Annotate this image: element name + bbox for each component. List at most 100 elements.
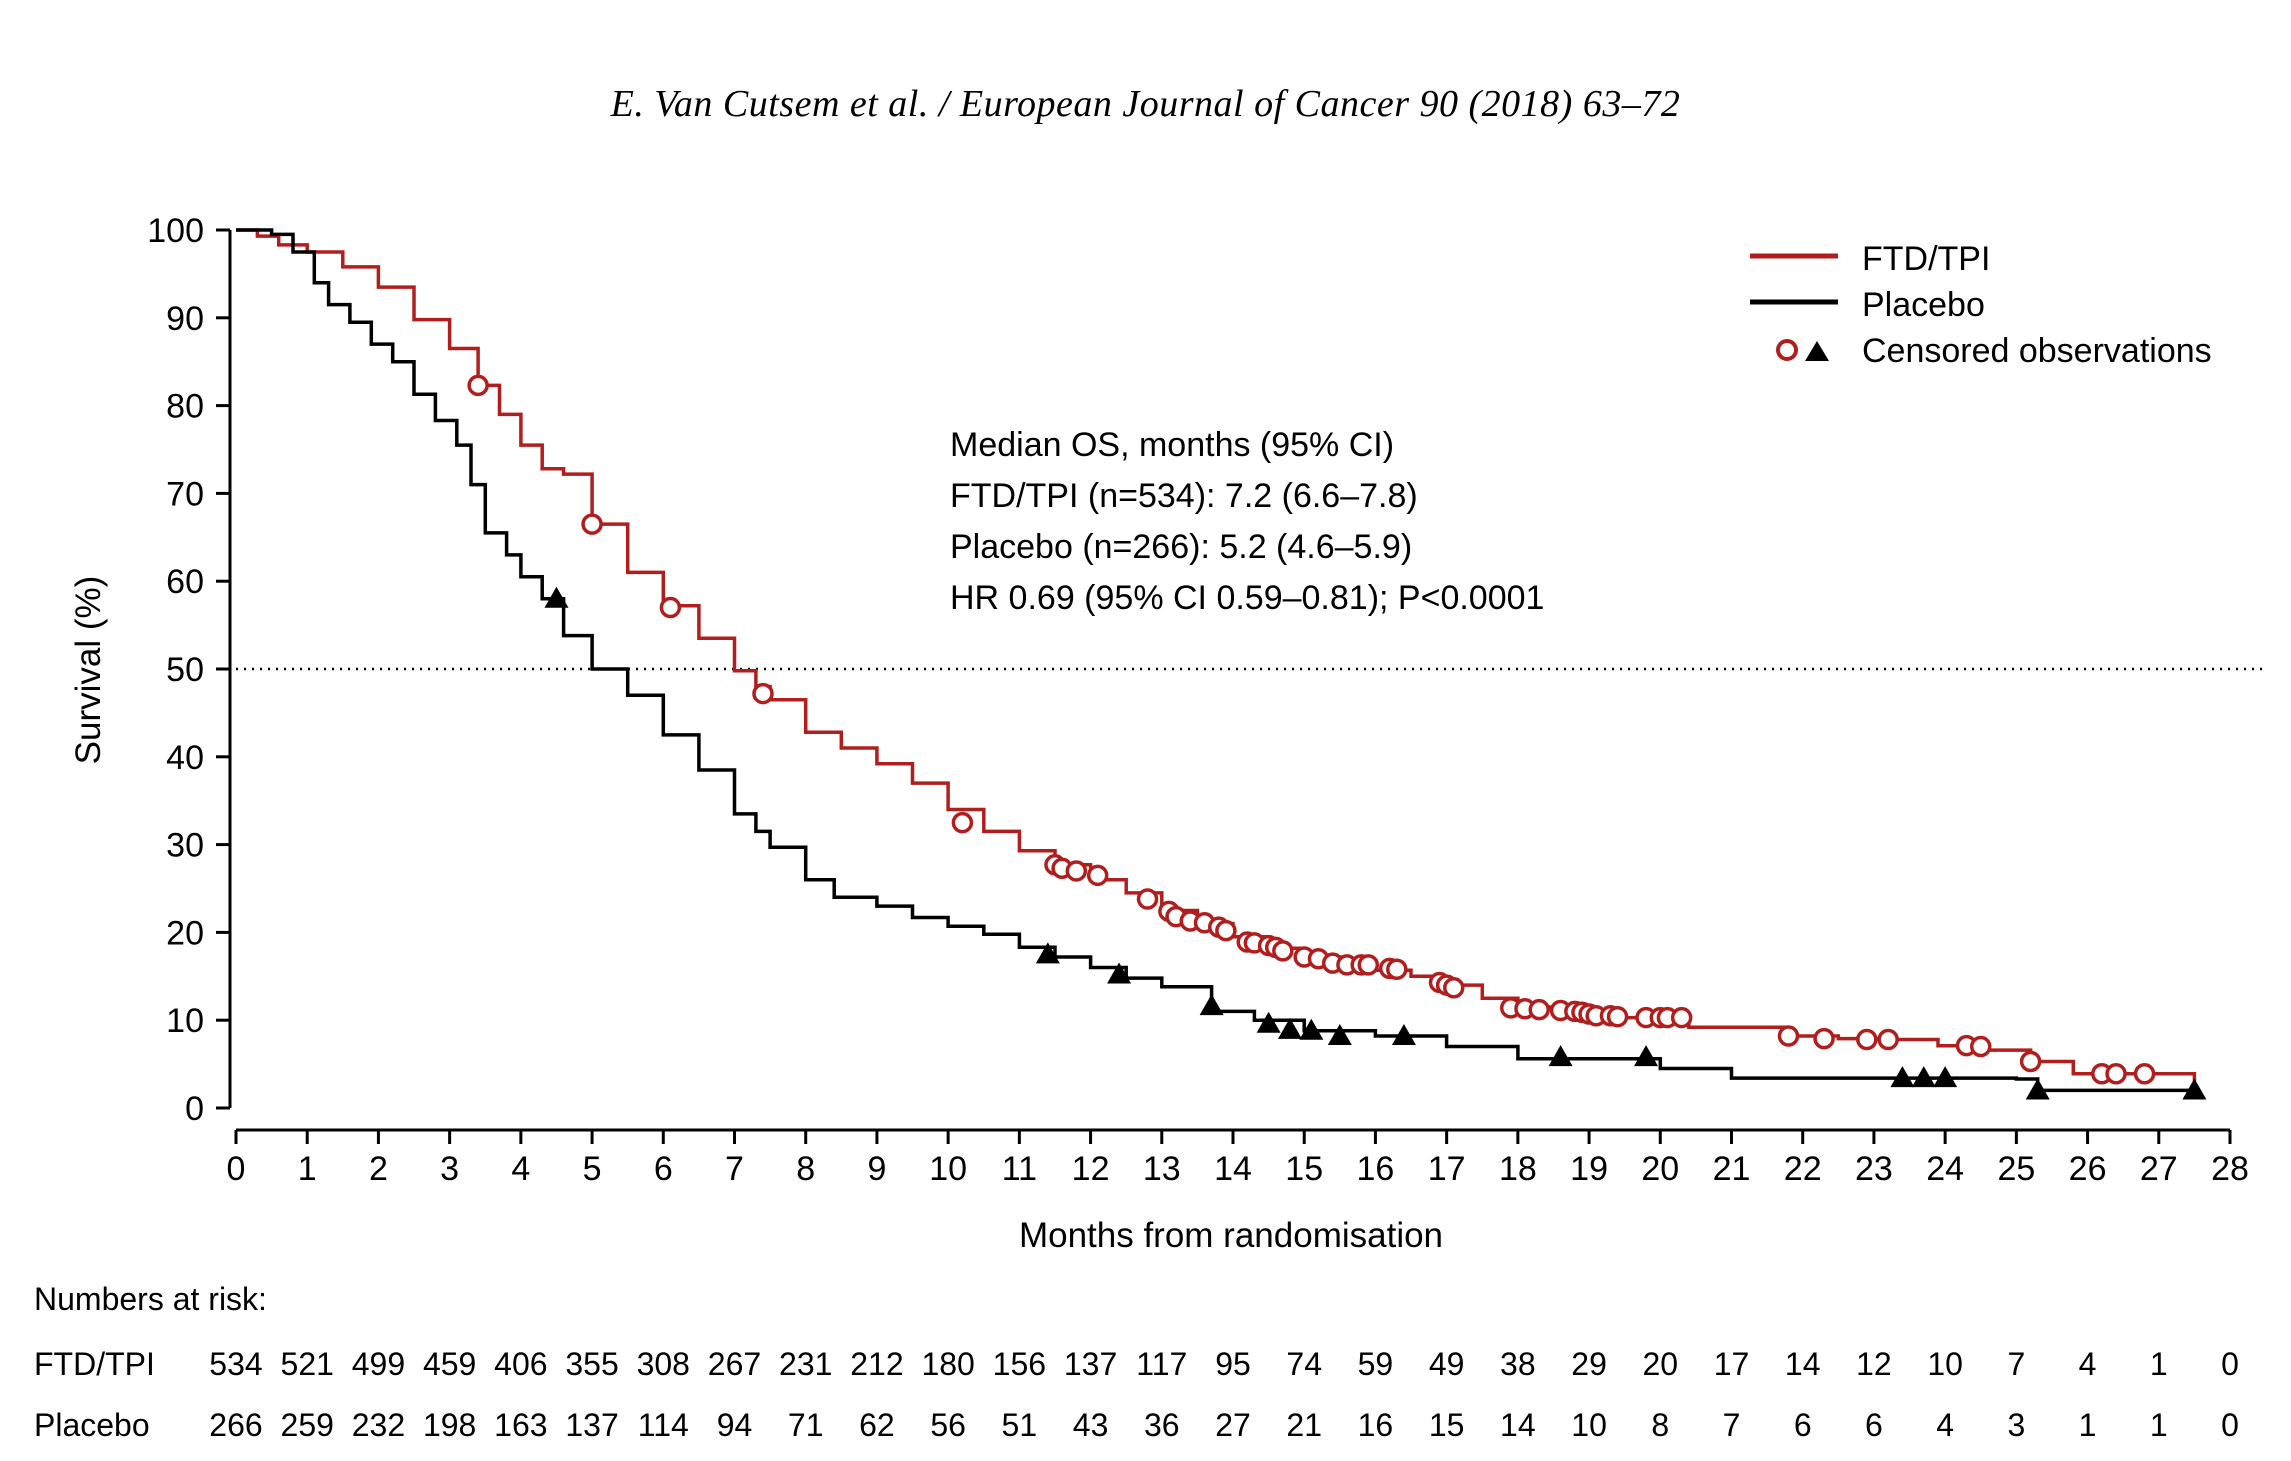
risk-value: 7: [2007, 1346, 2025, 1382]
censor-mark-placebo: [544, 586, 569, 608]
risk-value: 29: [1571, 1346, 1607, 1382]
risk-value: 12: [1856, 1346, 1892, 1382]
x-tick-label: 14: [1214, 1150, 1252, 1188]
censor-mark-placebo: [1634, 1045, 1659, 1067]
censor-mark-placebo: [2025, 1078, 2050, 1100]
x-tick-label: 21: [1713, 1150, 1751, 1188]
median-os-annotation: Median OS, months (95% CI) FTD/TPI (n=53…: [950, 426, 1544, 617]
y-axis-label: Survival (%): [69, 576, 108, 765]
censor-mark-ftd-tpi: [1856, 1028, 1878, 1051]
risk-value: 59: [1358, 1346, 1394, 1382]
risk-value: 499: [352, 1346, 405, 1382]
y-tick-label: 80: [166, 388, 204, 426]
x-tick-label: 6: [654, 1150, 673, 1188]
risk-value: 267: [708, 1346, 761, 1382]
censor-mark-ftd-tpi: [1970, 1035, 1992, 1058]
risk-value: 49: [1429, 1346, 1465, 1382]
y-tick-label: 50: [166, 651, 204, 689]
censor-mark-ftd-tpi: [951, 811, 974, 834]
risk-value: 308: [637, 1346, 690, 1382]
x-tick-label: 23: [1855, 1150, 1893, 1188]
risk-value: 27: [1215, 1407, 1251, 1443]
risk-value: 7: [1723, 1407, 1741, 1443]
x-tick-label: 13: [1143, 1150, 1181, 1188]
censor-mark-ftd-tpi: [1386, 958, 1408, 981]
survival-curve-placebo: [236, 228, 2195, 1093]
y-tick-label: 10: [166, 1002, 204, 1040]
censor-mark-placebo: [1107, 962, 1132, 984]
censor-mark-placebo: [1391, 1024, 1416, 1046]
annotation-line-4: HR 0.69 (95% CI 0.59–0.81); P<0.0001: [950, 579, 1544, 617]
x-tick-label: 22: [1784, 1150, 1822, 1188]
y-tick-label: 20: [166, 914, 204, 952]
x-tick-label: 18: [1499, 1150, 1537, 1188]
censor-mark-ftd-tpi: [1136, 888, 1159, 910]
risk-value: 94: [717, 1407, 753, 1443]
risk-value: 43: [1073, 1407, 1109, 1443]
legend-censor-triangle: [1805, 341, 1829, 361]
running-header: E. Van Cutsem et al. / European Journal …: [610, 83, 1681, 125]
risk-value: 1: [2079, 1407, 2097, 1443]
x-tick-label: 7: [725, 1150, 744, 1188]
x-tick-label: 12: [1072, 1150, 1110, 1188]
risk-value: 14: [1785, 1346, 1821, 1382]
censor-mark-ftd-tpi: [2105, 1063, 2127, 1085]
censor-mark-placebo: [1277, 1017, 1302, 1039]
risk-value: 534: [209, 1346, 262, 1382]
censor-mark-ftd-tpi: [581, 513, 603, 535]
risk-value: 4: [2079, 1346, 2097, 1382]
risk-value: 21: [1286, 1407, 1322, 1443]
x-tick-label: 9: [867, 1150, 886, 1188]
x-tick-label: 2: [369, 1150, 388, 1188]
y-tick-label: 70: [166, 475, 204, 513]
censor-mark-ftd-tpi: [2133, 1063, 2156, 1085]
censor-mark-placebo: [1327, 1024, 1352, 1046]
x-tick-label: 20: [1641, 1150, 1679, 1188]
risk-value: 1: [2150, 1346, 2168, 1382]
annotation-line-3: Placebo (n=266): 5.2 (4.6–5.9): [950, 528, 1412, 566]
y-tick-label: 100: [147, 212, 204, 250]
x-tick-label: 10: [929, 1150, 967, 1188]
risk-value: 156: [993, 1346, 1046, 1382]
censor-mark-ftd-tpi: [1086, 864, 1109, 887]
censor-mark-ftd-tpi: [1606, 1005, 1629, 1028]
risk-value: 459: [423, 1346, 476, 1382]
risk-value: 231: [779, 1346, 832, 1382]
risk-row-label-ftd-tpi: FTD/TPI: [34, 1346, 155, 1382]
risk-value: 51: [1002, 1407, 1038, 1443]
censor-mark-ftd-tpi: [1528, 998, 1550, 1021]
risk-value: 38: [1500, 1346, 1536, 1382]
risk-value: 10: [1927, 1346, 1963, 1382]
risk-value: 36: [1144, 1407, 1180, 1443]
censor-mark-ftd-tpi: [1272, 940, 1294, 962]
censor-mark-ftd-tpi: [2019, 1050, 2042, 1073]
risk-value: 6: [1794, 1407, 1812, 1443]
risk-value: 71: [788, 1407, 824, 1443]
risk-value: 117: [1136, 1346, 1187, 1382]
legend-label-censored: Censored observations: [1862, 332, 2212, 370]
censor-mark-placebo: [1035, 942, 1060, 964]
risk-value: 15: [1429, 1407, 1465, 1443]
x-tick-label: 26: [2069, 1150, 2107, 1188]
x-tick-label: 8: [796, 1150, 815, 1188]
risk-value: 14: [1500, 1407, 1536, 1443]
risk-value: 3: [2007, 1407, 2025, 1443]
risk-value: 266: [209, 1407, 262, 1443]
censor-mark-placebo: [1911, 1066, 1936, 1088]
risk-value: 232: [352, 1407, 405, 1443]
risk-value: 163: [494, 1407, 547, 1443]
censor-mark-placebo: [1548, 1045, 1573, 1067]
risk-value: 355: [565, 1346, 618, 1382]
censor-mark-ftd-tpi: [1443, 976, 1465, 999]
censor-mark-ftd-tpi: [467, 374, 489, 397]
censor-mark-ftd-tpi: [752, 682, 774, 705]
censor-mark-ftd-tpi: [1215, 919, 1237, 942]
censor-mark-placebo: [1933, 1066, 1958, 1088]
legend-label-ftd-tpi: FTD/TPI: [1862, 240, 1990, 278]
censor-mark-placebo: [2182, 1078, 2207, 1100]
legend-label-placebo: Placebo: [1862, 286, 1985, 324]
censor-mark-ftd-tpi: [1670, 1006, 1693, 1029]
x-tick-label: 15: [1285, 1150, 1323, 1188]
